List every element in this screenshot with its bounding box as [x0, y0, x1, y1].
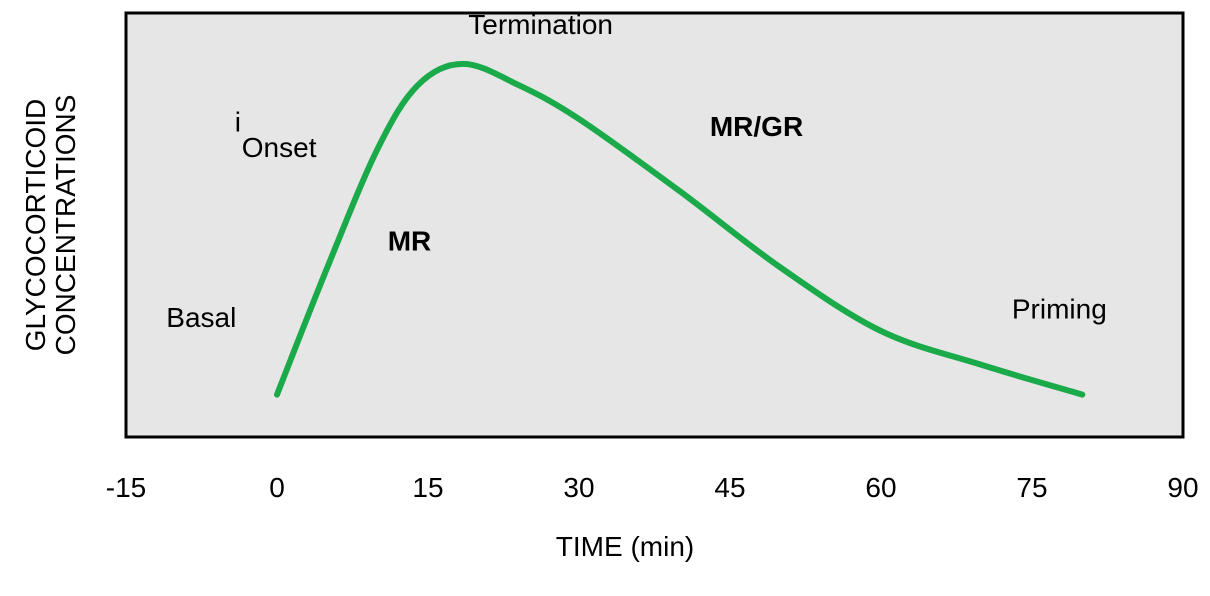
y-axis-title: GLYCOCORTICOID CONCENTRATIONS [20, 95, 81, 356]
annotation-mr: MR [388, 225, 432, 256]
x-tick-label: 60 [865, 472, 896, 503]
plot-area [124, 11, 1185, 439]
x-tick-label: 45 [714, 472, 745, 503]
x-tick-label: 30 [563, 472, 594, 503]
x-tick-label: 0 [269, 472, 285, 503]
x-tick-labels: -15 0 15 30 45 60 75 90 [106, 472, 1199, 503]
annotation-onset: Onset [242, 132, 317, 163]
x-tick-label: 75 [1016, 472, 1047, 503]
annotation-i: i [235, 107, 241, 138]
annotation-termination: Termination [468, 9, 613, 40]
annotation-priming: Priming [1012, 293, 1107, 324]
series-line-0 [274, 60, 1086, 398]
x-axis-title: TIME (min) [556, 531, 694, 562]
annotation-mr-gr: MR/GR [710, 111, 803, 142]
series-layer [274, 60, 1086, 398]
y-axis-title-line-1: GLYCOCORTICOID [20, 99, 51, 352]
annotation-basal: Basal [166, 302, 236, 333]
y-axis-title-line-2: CONCENTRATIONS [50, 95, 81, 356]
x-tick-label: 15 [412, 472, 443, 503]
x-tick-label: 90 [1167, 472, 1198, 503]
x-tick-label: -15 [106, 472, 146, 503]
